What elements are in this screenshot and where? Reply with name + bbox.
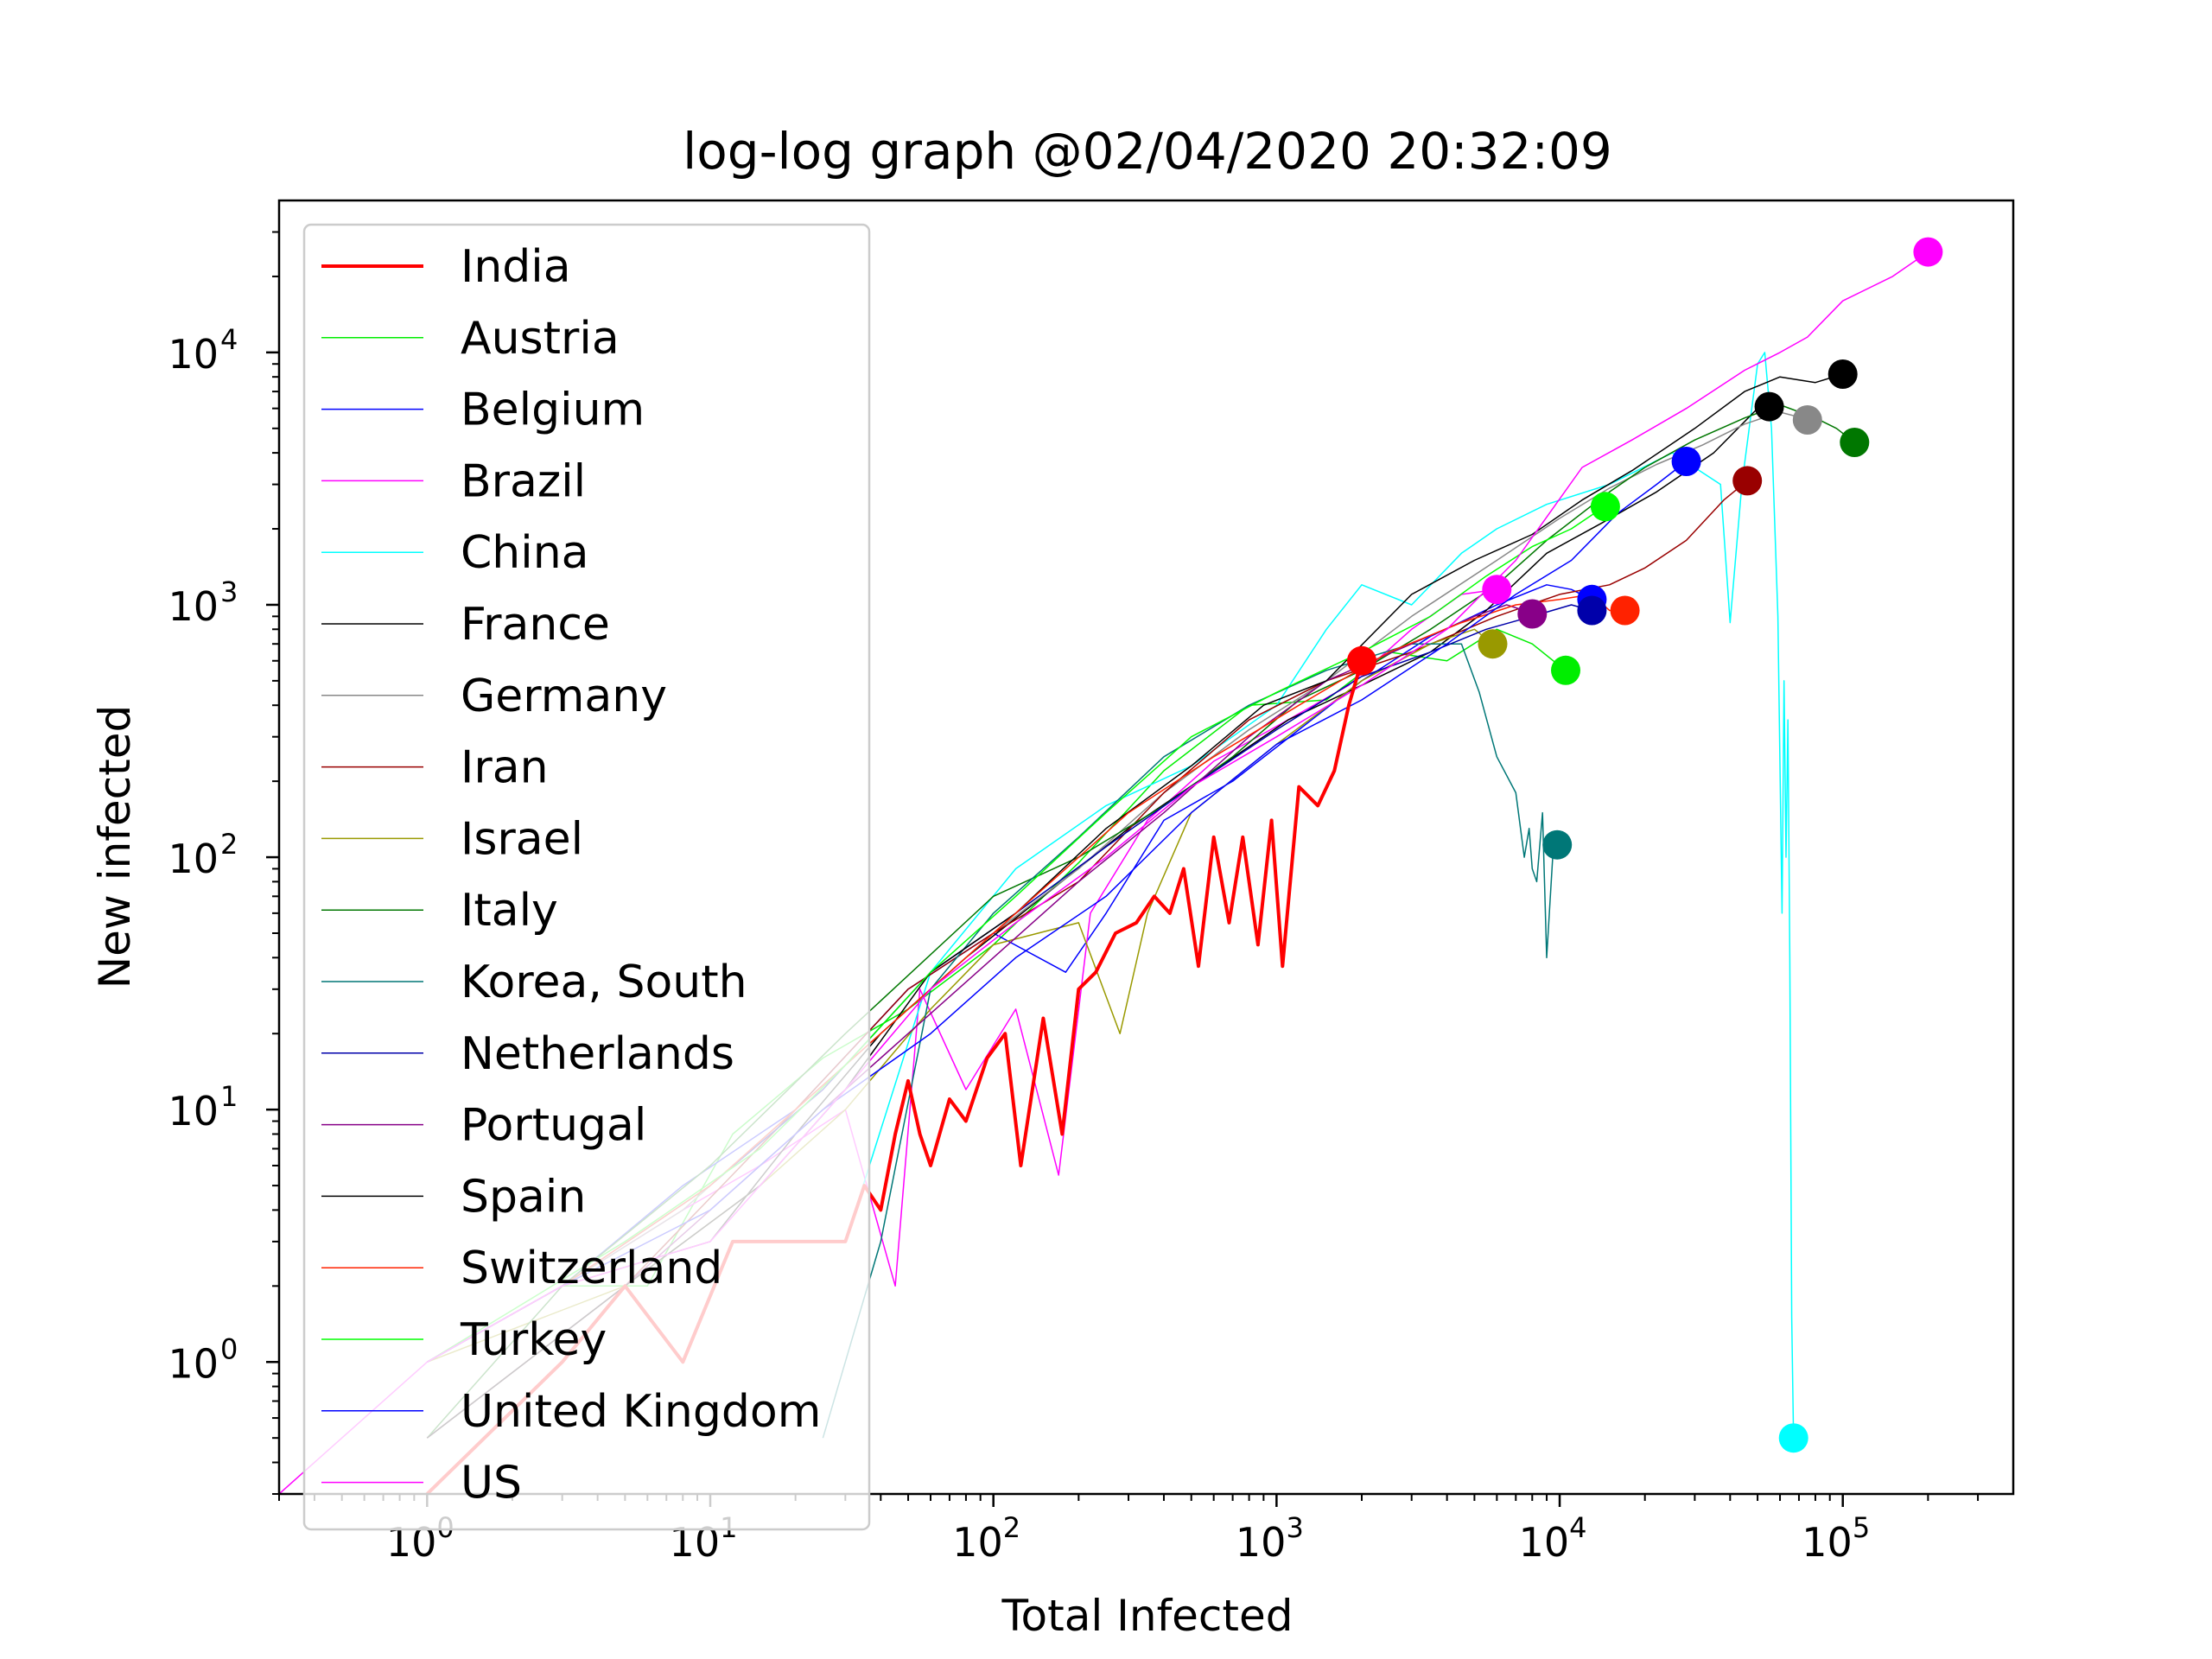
legend-label-iran: Iran bbox=[461, 742, 549, 794]
y-tick-label: 10 bbox=[168, 836, 219, 882]
legend-box bbox=[302, 223, 871, 1531]
series-end-marker-spain bbox=[1827, 359, 1858, 389]
legend-label-portugal: Portugal bbox=[461, 1100, 646, 1152]
legend-label-korea-south: Korea, South bbox=[461, 957, 747, 1008]
y-tick-label: 10 bbox=[168, 583, 219, 630]
y-tick-exponent: 0 bbox=[220, 1332, 238, 1365]
series-end-marker-netherlands bbox=[1577, 595, 1607, 626]
series-end-marker-china bbox=[1778, 1423, 1808, 1453]
y-tick-exponent: 3 bbox=[220, 575, 238, 608]
y-tick-label: 10 bbox=[168, 1340, 219, 1387]
y-tick-exponent: 2 bbox=[220, 828, 238, 861]
legend-label-germany: Germany bbox=[461, 671, 667, 722]
legend-label-united-kingdom: United Kingdom bbox=[461, 1386, 821, 1438]
legend-label-israel: Israel bbox=[461, 813, 583, 865]
series-end-marker-united-kingdom bbox=[1671, 447, 1701, 476]
legend-label-belgium: Belgium bbox=[461, 385, 645, 436]
series-end-marker-us bbox=[1913, 237, 1943, 267]
y-tick-exponent: 4 bbox=[220, 323, 238, 356]
legend-label-france: France bbox=[461, 599, 610, 651]
series-end-marker-germany bbox=[1792, 405, 1822, 435]
y-tick-exponent: 1 bbox=[220, 1080, 238, 1113]
legend-label-china: China bbox=[461, 527, 589, 579]
y-tick-label: 10 bbox=[168, 1088, 219, 1135]
series-end-marker-india bbox=[1347, 645, 1376, 676]
legend-label-spain: Spain bbox=[461, 1171, 586, 1223]
series-end-marker-portugal bbox=[1517, 599, 1548, 629]
series-line-china bbox=[844, 352, 1795, 1439]
x-axis-label: Total Infected bbox=[1001, 1591, 1293, 1641]
series-end-marker-israel bbox=[1478, 629, 1508, 659]
legend-label-us: US bbox=[461, 1458, 522, 1510]
series-end-marker-brazil bbox=[1482, 575, 1512, 605]
series-line-korea-south bbox=[822, 643, 1554, 1439]
legend: India Austria Belgium Brazil China France Germ… bbox=[302, 223, 871, 1531]
legend-label-switzerland: Switzerland bbox=[461, 1243, 722, 1294]
series-end-marker-korea-south bbox=[1542, 830, 1573, 860]
x-tick-label: 105 bbox=[1802, 1511, 1870, 1566]
legend-label-turkey: Turkey bbox=[460, 1314, 607, 1366]
chart-title: log-log graph @02/04/2020 20:32:09 bbox=[683, 122, 1612, 181]
y-axis-label: New infected bbox=[90, 705, 140, 989]
legend-label-italy: Italy bbox=[461, 885, 558, 937]
legend-label-india: India bbox=[461, 241, 571, 293]
x-tick-label: 103 bbox=[1236, 1511, 1304, 1566]
series-end-marker-iran bbox=[1732, 466, 1763, 496]
x-tick-label: 102 bbox=[952, 1511, 1020, 1566]
series-end-marker-turkey bbox=[1590, 492, 1620, 522]
plot-frame bbox=[277, 199, 2015, 1496]
series-end-marker-italy bbox=[1840, 428, 1870, 457]
legend-label-brazil: Brazil bbox=[461, 455, 586, 507]
legend-label-netherlands: Netherlands bbox=[461, 1028, 734, 1080]
legend-label-austria: Austria bbox=[461, 313, 620, 365]
series-end-marker-austria bbox=[1551, 655, 1580, 685]
y-tick-label: 10 bbox=[168, 331, 219, 378]
series-end-marker-france bbox=[1754, 391, 1784, 422]
series-end-marker-switzerland bbox=[1610, 595, 1640, 626]
x-tick-label: 104 bbox=[1519, 1511, 1587, 1566]
